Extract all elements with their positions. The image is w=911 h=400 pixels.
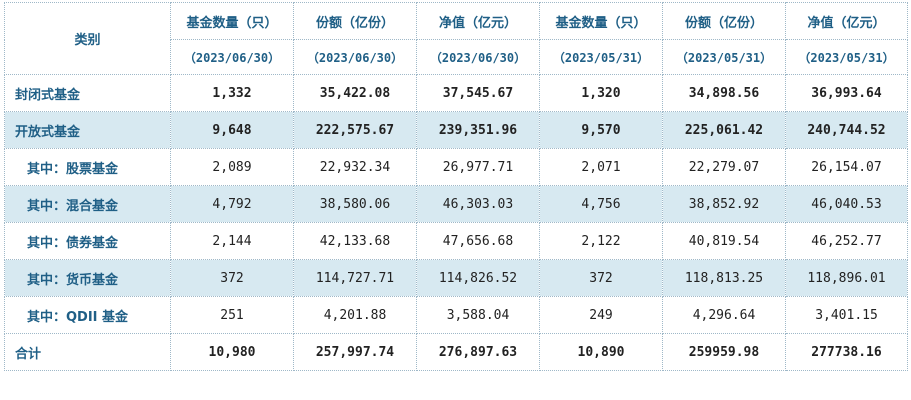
cell-value: 37,545.67 (416, 74, 540, 112)
header-row-dates: （2023/06/30） （2023/06/30） （2023/06/30） （… (5, 39, 908, 75)
column-header-date: （2023/05/31） (662, 39, 786, 75)
cell-value: 2,071 (539, 148, 663, 186)
column-header-title: 份额（亿份） (293, 2, 417, 40)
cell-value: 1,320 (539, 74, 663, 112)
cell-value: 34,898.56 (662, 74, 786, 112)
table-row-hybrid-funds: 其中：混合基金 4,792 38,580.06 46,303.03 4,756 … (4, 185, 908, 223)
cell-value: 1,332 (170, 74, 294, 112)
cell-value: 9,570 (539, 111, 663, 149)
column-header-date: （2023/05/31） (539, 39, 663, 75)
row-label: 开放式基金 (4, 111, 171, 149)
cell-value: 372 (539, 259, 663, 297)
table-row-closed-end-funds: 封闭式基金 1,332 35,422.08 37,545.67 1,320 34… (4, 74, 908, 112)
table-row-qdii-funds: 其中：QDII 基金 251 4,201.88 3,588.04 249 4,2… (4, 296, 908, 334)
cell-value: 9,648 (170, 111, 294, 149)
cell-value: 3,588.04 (416, 296, 540, 334)
cell-value: 40,819.54 (662, 222, 786, 260)
header-row-titles: 类别 基金数量（只） 份额（亿份） 净值（亿元） 基金数量（只） 份额（亿份） … (4, 2, 908, 75)
column-header-title: 基金数量（只） (170, 2, 294, 40)
cell-value: 38,580.06 (293, 185, 417, 223)
table-row-bond-funds: 其中：债券基金 2,144 42,133.68 47,656.68 2,122 … (4, 222, 908, 260)
cell-value: 277738.16 (785, 333, 908, 371)
cell-value: 46,303.03 (416, 185, 540, 223)
table-row-open-end-funds: 开放式基金 9,648 222,575.67 239,351.96 9,570 … (4, 111, 908, 149)
cell-value: 276,897.63 (416, 333, 540, 371)
table-row-total: 合计 10,980 257,997.74 276,897.63 10,890 2… (4, 333, 908, 371)
cell-value: 114,826.52 (416, 259, 540, 297)
cell-value: 239,351.96 (416, 111, 540, 149)
column-header-title: 份额（亿份） (662, 2, 786, 40)
cell-value: 47,656.68 (416, 222, 540, 260)
row-label: 其中：混合基金 (4, 185, 171, 223)
column-header-title: 基金数量（只） (539, 2, 663, 40)
cell-value: 118,896.01 (785, 259, 908, 297)
cell-value: 118,813.25 (662, 259, 786, 297)
cell-value: 26,154.07 (785, 148, 908, 186)
cell-value: 38,852.92 (662, 185, 786, 223)
category-header: 类别 (4, 2, 171, 75)
row-label: 其中：QDII 基金 (4, 296, 171, 334)
cell-value: 46,252.77 (785, 222, 908, 260)
cell-value: 42,133.68 (293, 222, 417, 260)
row-label: 其中：债券基金 (4, 222, 171, 260)
cell-value: 4,296.64 (662, 296, 786, 334)
table-row-money-market-funds: 其中：货币基金 372 114,727.71 114,826.52 372 11… (4, 259, 908, 297)
cell-value: 10,890 (539, 333, 663, 371)
cell-value: 26,977.71 (416, 148, 540, 186)
column-header-title: 净值（亿元） (416, 2, 540, 40)
cell-value: 22,279.07 (662, 148, 786, 186)
fund-statistics-table-wrap: 类别 基金数量（只） 份额（亿份） 净值（亿元） 基金数量（只） 份额（亿份） … (4, 2, 908, 371)
cell-value: 2,122 (539, 222, 663, 260)
cell-value: 259959.98 (662, 333, 786, 371)
cell-value: 2,144 (170, 222, 294, 260)
fund-statistics-table: 类别 基金数量（只） 份额（亿份） 净值（亿元） 基金数量（只） 份额（亿份） … (4, 2, 908, 371)
cell-value: 4,756 (539, 185, 663, 223)
row-label: 封闭式基金 (4, 74, 171, 112)
cell-value: 222,575.67 (293, 111, 417, 149)
cell-value: 46,040.53 (785, 185, 908, 223)
cell-value: 372 (170, 259, 294, 297)
column-header-date: （2023/06/30） (293, 39, 417, 75)
cell-value: 10,980 (170, 333, 294, 371)
cell-value: 22,932.34 (293, 148, 417, 186)
cell-value: 36,993.64 (785, 74, 908, 112)
cell-value: 2,089 (170, 148, 294, 186)
cell-value: 3,401.15 (785, 296, 908, 334)
column-header-date: （2023/06/30） (416, 39, 540, 75)
cell-value: 251 (170, 296, 294, 334)
row-label: 其中：股票基金 (4, 148, 171, 186)
cell-value: 4,792 (170, 185, 294, 223)
cell-value: 35,422.08 (293, 74, 417, 112)
cell-value: 114,727.71 (293, 259, 417, 297)
column-header-date: （2023/05/31） (785, 39, 908, 75)
cell-value: 4,201.88 (293, 296, 417, 334)
column-header-date: （2023/06/30） (170, 39, 294, 75)
cell-value: 249 (539, 296, 663, 334)
cell-value: 240,744.52 (785, 111, 908, 149)
row-label: 其中：货币基金 (4, 259, 171, 297)
column-header-title: 净值（亿元） (785, 2, 908, 40)
cell-value: 225,061.42 (662, 111, 786, 149)
cell-value: 257,997.74 (293, 333, 417, 371)
table-row-stock-funds: 其中：股票基金 2,089 22,932.34 26,977.71 2,071 … (4, 148, 908, 186)
row-label: 合计 (4, 333, 171, 371)
